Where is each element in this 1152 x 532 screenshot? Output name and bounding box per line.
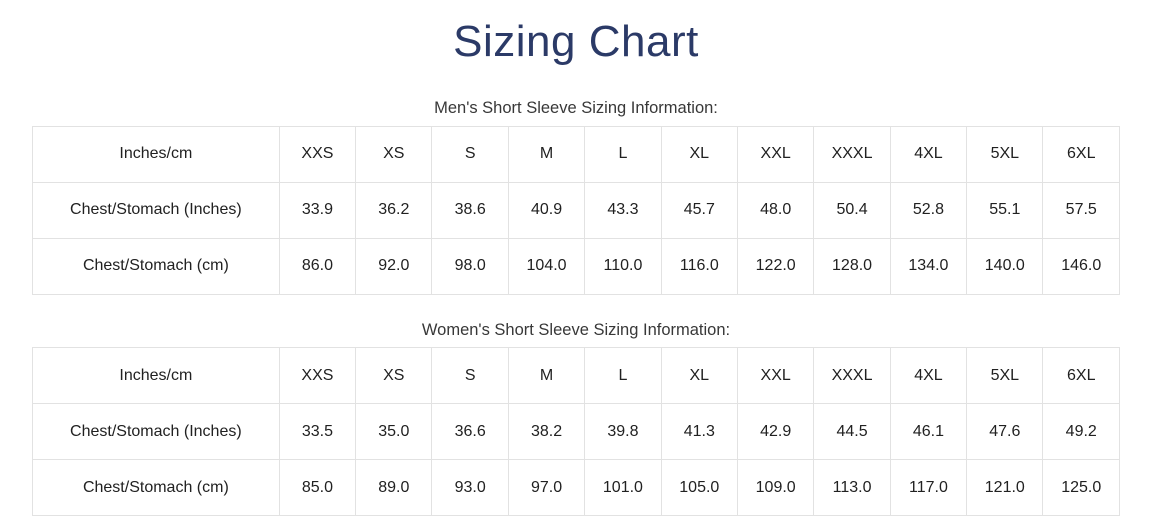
table-cell: 50.4: [813, 181, 891, 239]
womens-sizing-table: Inches/cm XXS XS S M L XL XXL XXXL 4XL 5…: [32, 347, 1120, 517]
mens-cm-row: Chest/Stomach (cm) 86.0 92.0 98.0 104.0 …: [32, 237, 1120, 295]
table-cell: 43.3: [584, 181, 662, 239]
header-cell-label: Inches/cm: [32, 347, 280, 405]
table-cell: 48.0: [736, 181, 815, 239]
header-cell-label: Inches/cm: [32, 125, 280, 183]
table-cell: 122.0: [736, 237, 815, 295]
table-cell: 40.9: [507, 181, 586, 239]
table-cell: 117.0: [889, 459, 968, 517]
row-label: Chest/Stomach (cm): [32, 459, 280, 517]
table-cell: 89.0: [355, 459, 433, 517]
mens-sizing-table: Inches/cm XXS XS S M L XL XXL XXXL 4XL 5…: [32, 125, 1120, 295]
table-cell: 52.8: [889, 181, 968, 239]
table-cell: 55.1: [966, 181, 1044, 239]
header-cell-size: XXXL: [813, 347, 891, 405]
header-cell-size: 6XL: [1042, 125, 1120, 183]
header-cell-size: S: [431, 125, 509, 183]
table-cell: 109.0: [736, 459, 815, 517]
table-cell: 42.9: [736, 403, 815, 461]
header-cell-size: M: [507, 125, 586, 183]
table-cell: 45.7: [660, 181, 738, 239]
table-cell: 38.6: [431, 181, 509, 239]
header-cell-size: XXXL: [813, 125, 891, 183]
womens-cm-row: Chest/Stomach (cm) 85.0 89.0 93.0 97.0 1…: [32, 459, 1120, 517]
table-cell: 110.0: [584, 237, 662, 295]
header-cell-size: L: [584, 125, 662, 183]
header-cell-size: XXS: [278, 125, 357, 183]
table-cell: 36.2: [355, 181, 433, 239]
row-label: Chest/Stomach (Inches): [32, 181, 280, 239]
header-cell-size: XXL: [736, 125, 815, 183]
womens-sizing-section: Women's Short Sleeve Sizing Information:…: [0, 321, 1152, 517]
table-cell: 36.6: [431, 403, 509, 461]
table-cell: 92.0: [355, 237, 433, 295]
mens-inches-row: Chest/Stomach (Inches) 33.9 36.2 38.6 40…: [32, 181, 1120, 239]
header-cell-size: XS: [355, 347, 433, 405]
table-cell: 35.0: [355, 403, 433, 461]
table-cell: 113.0: [813, 459, 891, 517]
header-cell-size: 5XL: [966, 347, 1044, 405]
table-cell: 101.0: [584, 459, 662, 517]
table-cell: 125.0: [1042, 459, 1120, 517]
header-cell-size: S: [431, 347, 509, 405]
header-cell-size: M: [507, 347, 586, 405]
header-cell-size: 6XL: [1042, 347, 1120, 405]
row-label: Chest/Stomach (cm): [32, 237, 280, 295]
header-cell-size: XXS: [278, 347, 357, 405]
table-cell: 47.6: [966, 403, 1044, 461]
header-cell-size: 4XL: [889, 125, 968, 183]
table-cell: 121.0: [966, 459, 1044, 517]
table-cell: 140.0: [966, 237, 1044, 295]
table-cell: 116.0: [660, 237, 738, 295]
table-cell: 97.0: [507, 459, 586, 517]
table-cell: 46.1: [889, 403, 968, 461]
table-cell: 105.0: [660, 459, 738, 517]
table-cell: 39.8: [584, 403, 662, 461]
table-cell: 104.0: [507, 237, 586, 295]
table-cell: 57.5: [1042, 181, 1120, 239]
table-cell: 146.0: [1042, 237, 1120, 295]
header-cell-size: XS: [355, 125, 433, 183]
table-cell: 44.5: [813, 403, 891, 461]
table-cell: 93.0: [431, 459, 509, 517]
womens-table-caption: Women's Short Sleeve Sizing Information:: [421, 320, 731, 339]
row-label: Chest/Stomach (Inches): [32, 403, 280, 461]
header-cell-size: 5XL: [966, 125, 1044, 183]
header-cell-size: XXL: [736, 347, 815, 405]
womens-table-header-row: Inches/cm XXS XS S M L XL XXL XXXL 4XL 5…: [32, 347, 1120, 405]
table-cell: 86.0: [278, 237, 357, 295]
header-cell-size: XL: [660, 125, 738, 183]
mens-table-header-row: Inches/cm XXS XS S M L XL XXL XXXL 4XL 5…: [32, 125, 1120, 183]
table-cell: 33.9: [278, 181, 357, 239]
table-cell: 98.0: [431, 237, 509, 295]
table-cell: 128.0: [813, 237, 891, 295]
header-cell-size: L: [584, 347, 662, 405]
mens-table-caption: Men's Short Sleeve Sizing Information:: [434, 98, 718, 117]
header-cell-size: XL: [660, 347, 738, 405]
page-title: Sizing Chart: [453, 17, 699, 66]
header-cell-size: 4XL: [889, 347, 968, 405]
mens-sizing-section: Men's Short Sleeve Sizing Information: I…: [0, 99, 1152, 295]
table-cell: 38.2: [507, 403, 586, 461]
table-cell: 33.5: [278, 403, 357, 461]
table-cell: 49.2: [1042, 403, 1120, 461]
table-cell: 85.0: [278, 459, 357, 517]
table-cell: 134.0: [889, 237, 968, 295]
table-cell: 41.3: [660, 403, 738, 461]
womens-inches-row: Chest/Stomach (Inches) 33.5 35.0 36.6 38…: [32, 403, 1120, 461]
